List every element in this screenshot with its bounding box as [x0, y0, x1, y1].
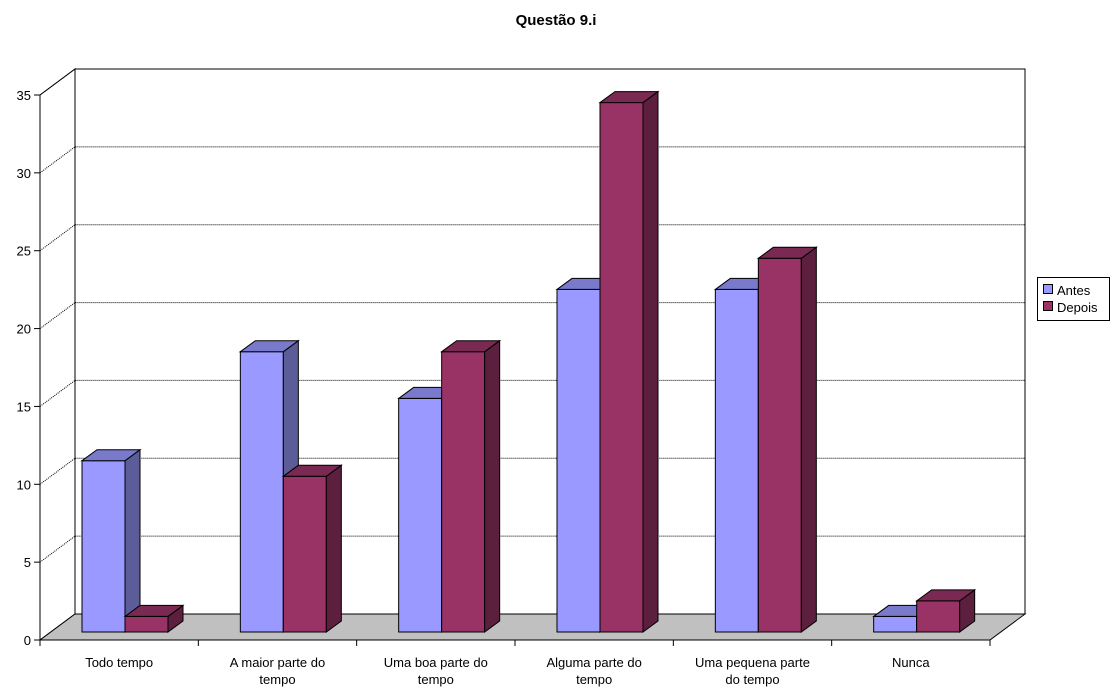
legend-item-depois: Depois: [1043, 300, 1097, 316]
x-tick-label-line: Uma pequena parte: [695, 655, 810, 670]
x-tick-label: Nunca: [892, 655, 930, 670]
x-tick-label: Uma pequena parte do tempo: [695, 655, 810, 687]
chart-title: Questão 9.i: [515, 12, 597, 29]
bars: [80, 90, 977, 633]
legend-label-antes: Antes: [1057, 283, 1091, 298]
bar: [915, 588, 977, 633]
y-tick-label: 30: [17, 166, 31, 181]
bar: [123, 604, 185, 633]
gridline: [39, 379, 1025, 407]
y-tick-label: 35: [17, 88, 31, 103]
y-tick-label: 10: [17, 477, 31, 492]
bar-front: [556, 288, 601, 633]
x-tick-label: Uma boa parte do tempo: [384, 655, 488, 687]
bar-front: [81, 460, 126, 633]
bar-top: [756, 246, 818, 259]
gridline: [39, 457, 1025, 485]
x-tick-label-line: do tempo: [725, 672, 779, 687]
x-tick-label-line: tempo: [576, 672, 612, 687]
gridline: [39, 68, 1025, 96]
bar-front: [599, 102, 644, 633]
gridline: [39, 535, 1025, 563]
x-tick-label: Todo tempo: [85, 655, 153, 670]
side-wall: [39, 68, 76, 641]
plot-walls: [38, 68, 1027, 641]
legend-swatch-antes: [1043, 284, 1053, 294]
bar-side: [325, 464, 342, 633]
bar-front: [398, 397, 443, 633]
bar-top: [238, 340, 300, 353]
bar-front: [714, 288, 759, 633]
back-wall: [74, 68, 1026, 615]
gridlines: [39, 68, 1025, 563]
bar-front: [873, 615, 918, 633]
x-tick-label-line: Nunca: [892, 655, 930, 670]
y-tick-label: 0: [24, 633, 31, 648]
bar-side: [124, 448, 141, 633]
y-tick-label: 25: [17, 244, 31, 259]
x-tick-label-line: tempo: [418, 672, 454, 687]
bar: [598, 90, 660, 633]
gridline: [39, 302, 1025, 329]
bar-front: [124, 615, 169, 633]
bar-top: [598, 91, 660, 104]
legend-label-depois: Depois: [1057, 300, 1098, 315]
bar: [756, 246, 818, 633]
bar: [281, 464, 343, 633]
bar-front: [282, 475, 327, 633]
bar-side: [484, 339, 501, 633]
bar-top: [440, 340, 502, 353]
x-tick-label: A maior parte do tempo: [230, 655, 325, 687]
y-tick-label: 5: [24, 555, 31, 570]
x-tick-label-line: Todo tempo: [85, 655, 153, 670]
bar: [80, 448, 142, 633]
gridline: [39, 146, 1025, 174]
bar-side: [800, 246, 817, 633]
x-tick-label-line: Alguma parte do: [546, 655, 641, 670]
bar-top: [80, 449, 142, 462]
x-tick-label-line: Uma boa parte do: [384, 655, 488, 670]
bar: [440, 339, 502, 633]
bar-front: [441, 351, 486, 633]
y-axis: 0 5 10 15 20 25 30 35: [17, 88, 41, 648]
bar-top: [123, 604, 185, 617]
bar-front: [916, 600, 961, 633]
legend: Antes Depois: [1037, 277, 1110, 321]
bar-front: [239, 351, 284, 633]
legend-item-antes: Antes: [1043, 283, 1090, 299]
y-tick-label: 15: [17, 399, 31, 414]
gridline: [39, 224, 1025, 252]
x-tick-label-line: tempo: [259, 672, 295, 687]
bar-top: [915, 589, 977, 602]
bar-side: [642, 90, 659, 633]
bar-front: [757, 257, 802, 633]
x-tick-label: Alguma parte do tempo: [546, 655, 641, 687]
x-tick-label-line: A maior parte do: [230, 655, 325, 670]
legend-swatch-depois: [1043, 301, 1053, 311]
y-tick-label: 20: [17, 322, 31, 337]
bar-top: [281, 464, 343, 477]
